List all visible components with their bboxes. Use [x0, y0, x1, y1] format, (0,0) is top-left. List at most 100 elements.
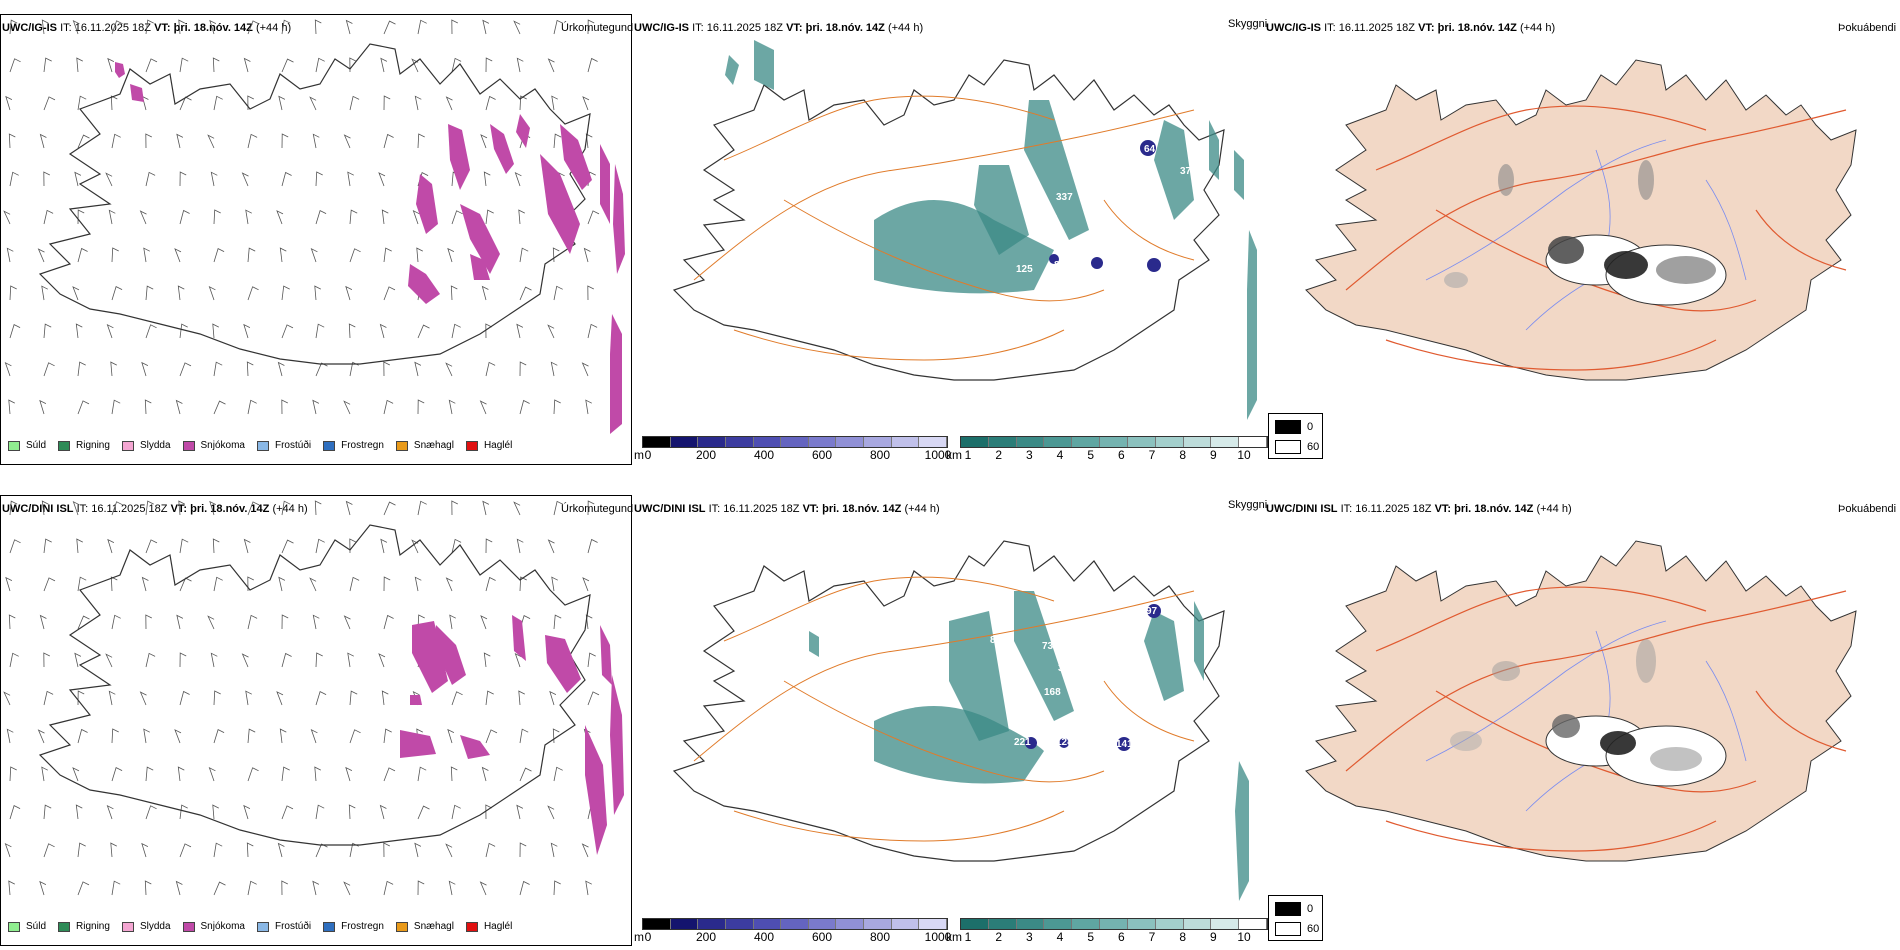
iceland-outline [672, 59, 1225, 381]
legend-swatch [182, 440, 195, 451]
tick-label: 600 [811, 448, 833, 462]
height-label: 86 [990, 635, 1002, 646]
iceland-outline [672, 540, 1225, 862]
fog-scale-high: 60 [1307, 441, 1320, 453]
colorbar-segment [1211, 437, 1240, 447]
colorbar-segment [725, 437, 754, 447]
ceiling-ticks: 0 200 400 600 800 1000 [644, 448, 952, 462]
vt-label: VT: [154, 22, 171, 34]
ceiling-unit: m [634, 448, 644, 462]
legend-item: Snæhagl [395, 921, 454, 932]
tick-label: 8 [1179, 448, 1186, 462]
legend-swatch [182, 921, 195, 932]
panel-title-visibility: Skyggni [1228, 18, 1268, 30]
legend-label: Slydda [139, 440, 171, 451]
panel-title-precip-type: Úrkomutegund [561, 22, 634, 34]
visibility-ticks: 1 2 3 4 5 6 7 8 9 10 [964, 448, 1251, 462]
tick-label: 1 [964, 448, 972, 462]
vt-label: VT: [1434, 503, 1452, 515]
road-network [693, 576, 1195, 842]
ceiling-spots [1049, 140, 1161, 272]
map-fog [1305, 540, 1857, 862]
it-value: 16.11.2025 18Z [706, 22, 783, 34]
model-name: UWC/DINI ISL [634, 503, 706, 515]
legend-swatch [323, 921, 336, 932]
height-label: 37 [1180, 166, 1192, 177]
ceiling-colorbar [642, 436, 948, 448]
vt-value: þri. 18.nóv. 14Z [190, 503, 270, 515]
tick-label: 1000 [924, 930, 952, 944]
colorbar-segment [1183, 919, 1212, 929]
precip-legend: Súld Rigning Slydda Snjókoma Frostúði Frostre… [8, 440, 524, 451]
tick-label: 0 [644, 448, 652, 462]
ceiling-height-labels: 97 86 733 312 168 126 221 128 141 141 [634, 511, 1264, 921]
legend-item: Snæhagl [395, 440, 454, 451]
map-precip-type [3, 19, 625, 434]
legend-swatch [121, 440, 134, 451]
colorbar-segment [1211, 919, 1240, 929]
legend-item: Rigning [58, 440, 110, 451]
colorbar-segment [1239, 919, 1267, 929]
it-label: IT: [1324, 22, 1336, 34]
legend-item: Frostúði [256, 440, 311, 451]
legend-item: Slydda [121, 921, 171, 932]
colorbar-segment [1072, 919, 1101, 929]
legend-item: Súld [8, 440, 46, 451]
colorbar-segment [698, 437, 726, 447]
it-label: IT: [1340, 503, 1353, 515]
tick-label: 4 [1056, 930, 1064, 944]
ceiling-ticks: 0 200 400 600 800 1000 [645, 930, 952, 944]
iceland-land [1305, 59, 1857, 381]
colorbar-segment [864, 437, 892, 447]
it-label: IT: [60, 22, 72, 34]
colorbar-segment [643, 437, 671, 447]
visibility-colorbar [960, 918, 1268, 930]
it-label: IT: [708, 503, 721, 515]
tick-label: 6 [1117, 930, 1125, 944]
vt-value: þri. 18.nóv. 14Z [1454, 503, 1534, 515]
legend-swatch [395, 440, 408, 451]
colorbar-segment [1100, 919, 1128, 929]
tick-label: 8 [1179, 930, 1186, 944]
legend-label: Frostúði [274, 921, 312, 932]
legend-label: Frostregn [341, 440, 384, 451]
tick-label: 10 [1237, 930, 1251, 944]
colorbar-segment [1016, 437, 1045, 447]
wind-barbs [3, 500, 600, 896]
colorbar-segment [836, 919, 864, 929]
colorbar-segment [1183, 437, 1212, 447]
fog-index-areas [1444, 160, 1727, 306]
legend-swatch [121, 921, 134, 932]
legend-swatch [465, 921, 478, 932]
colorbar-segment [1100, 437, 1128, 447]
height-label: 733 [1042, 641, 1059, 652]
colorbar-segment [670, 919, 699, 929]
legend-swatch [256, 440, 269, 451]
tick-label: 5 [1087, 930, 1094, 944]
legend-item: Frostregn [323, 921, 384, 932]
vt-label: VT: [802, 503, 820, 515]
tick-label: 3 [1025, 448, 1033, 462]
colorbar-segment [891, 919, 920, 929]
colorbar-segment [961, 919, 989, 929]
legend-label: Súld [26, 921, 47, 932]
map-fog [1305, 59, 1857, 381]
height-label: 128 [1056, 737, 1073, 748]
ceiling-height-labels: 64 37 337 47 162 125 87 120 [634, 30, 1264, 440]
height-label: 125 [1016, 264, 1033, 275]
height-label: 162 [1106, 240, 1123, 251]
legend-label: Haglél [483, 440, 513, 451]
colorbar-segment [919, 437, 947, 447]
height-label: 64 [1144, 144, 1156, 155]
tick-label: 2 [995, 930, 1002, 944]
tick-label: 3 [1025, 930, 1033, 944]
height-label: 141 [1116, 739, 1133, 750]
visibility-unit: km [946, 448, 962, 462]
tick-label: 1 [964, 930, 972, 944]
panel-title-fog: Þokuábendi [1838, 22, 1897, 34]
row-ig-is: UWC/IG-IS IT: 16.11.2025 18Z VT: þri. 18… [0, 0, 1900, 465]
height-label: 87 [1054, 260, 1066, 271]
colorbar-segment [961, 437, 989, 447]
colorbar-segment [891, 437, 920, 447]
it-value: 16.11.2025 18Z [1355, 503, 1432, 515]
